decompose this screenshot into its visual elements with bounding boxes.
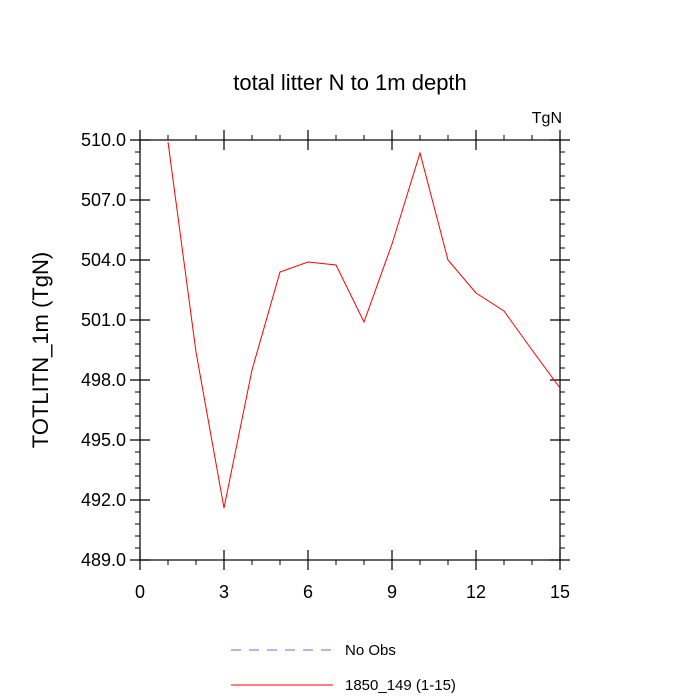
legend: No Obs 1850_149 (1-15) <box>231 642 456 694</box>
y-axis-label: TOTLITN_1m (TgN) <box>28 252 53 448</box>
y-tick-label: 510.0 <box>81 130 126 150</box>
y-tick-label: 498.0 <box>81 370 126 390</box>
series-lines <box>167 141 561 509</box>
plot-frame <box>139 139 561 561</box>
legend-label: 1850_149 (1-15) <box>345 677 456 694</box>
y-tick-label: 504.0 <box>81 250 126 270</box>
x-tick-label: 9 <box>387 582 397 602</box>
units-label: TgN <box>532 110 562 127</box>
legend-label: No Obs <box>345 642 396 659</box>
y-tick-label: 492.0 <box>81 490 126 510</box>
x-tick-label: 3 <box>219 582 229 602</box>
series-line <box>167 141 561 509</box>
x-tick-label: 15 <box>550 582 570 602</box>
x-tick-label: 12 <box>466 582 486 602</box>
y-tick-label: 501.0 <box>81 310 126 330</box>
chart-title: total litter N to 1m depth <box>233 70 467 95</box>
y-tick-label: 495.0 <box>81 430 126 450</box>
x-tick-label: 0 <box>135 582 145 602</box>
y-tick-label: 489.0 <box>81 550 126 570</box>
axis-ticks: 0 3 6 9 12 15 489.0 492.0 495.0 498.0 501.0 504.0 50… <box>81 130 570 602</box>
x-tick-label: 6 <box>303 582 313 602</box>
y-tick-label: 507.0 <box>81 190 126 210</box>
